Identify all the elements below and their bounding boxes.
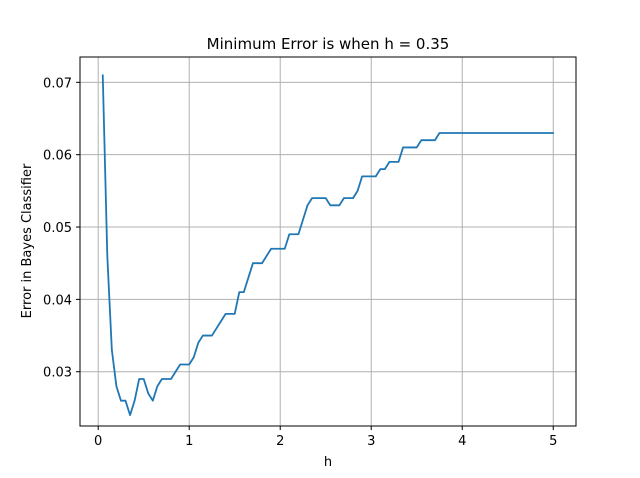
x-tick-label: 0 (94, 434, 102, 449)
series-line (101, 74, 555, 417)
x-tick-label: 3 (367, 434, 375, 449)
y-tick-label: 0.04 (43, 293, 72, 308)
x-tick-label: 5 (549, 434, 557, 449)
x-tick-label: 2 (276, 434, 284, 449)
y-tick-label: 0.03 (43, 366, 72, 381)
chart-title: Minimum Error is when h = 0.35 (207, 35, 450, 53)
x-axis: 0 1 2 3 4 5 (94, 426, 557, 449)
y-tick-label: 0.07 (43, 76, 72, 91)
y-tick-label: 0.06 (43, 149, 72, 164)
y-axis-label: Error in Bayes Classifier (20, 163, 35, 318)
y-tick-label: 0.05 (43, 221, 72, 236)
x-axis-label: h (324, 455, 332, 470)
y-axis: 0.03 0.04 0.05 0.06 0.07 (43, 76, 80, 381)
x-tick-label: 4 (458, 434, 466, 449)
grid (80, 57, 576, 426)
plot-frame (79, 56, 577, 427)
x-tick-label: 1 (185, 434, 193, 449)
series-group (101, 74, 555, 417)
